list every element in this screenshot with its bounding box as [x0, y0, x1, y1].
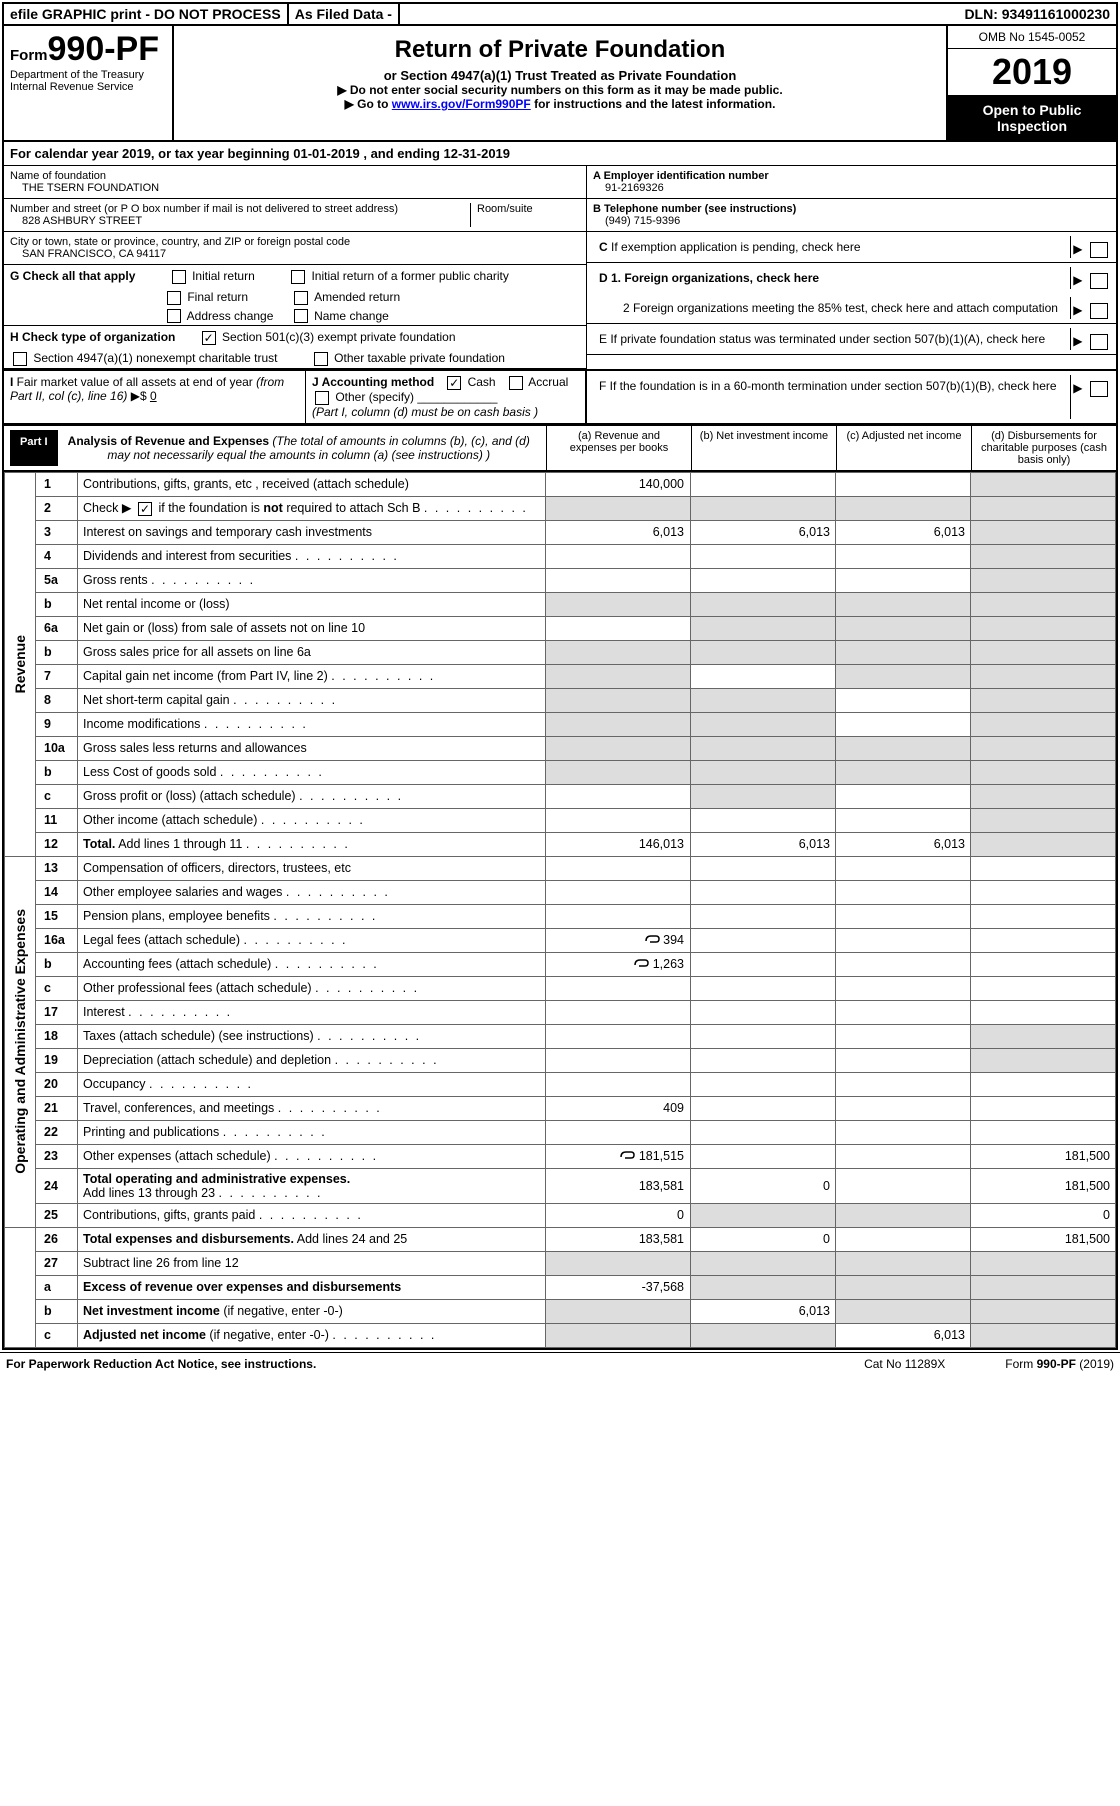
chk-initial-former[interactable]: [291, 270, 305, 284]
entity-info: Name of foundation THE TSERN FOUNDATION …: [4, 166, 1116, 371]
footer-catno: Cat No 11289X: [864, 1357, 945, 1371]
addr-label: Number and street (or P O box number if …: [10, 203, 470, 215]
f-label: F If the foundation is in a 60-month ter…: [593, 375, 1070, 419]
name-label: Name of foundation: [10, 170, 580, 182]
c-label: If exemption application is pending, che…: [611, 240, 861, 254]
chk-other-method[interactable]: [315, 391, 329, 405]
calendar-year-row: For calendar year 2019, or tax year begi…: [4, 142, 1116, 166]
d2-label: 2 Foreign organizations meeting the 85% …: [593, 297, 1070, 319]
part1-header-row: Part I Analysis of Revenue and Expenses …: [4, 425, 1116, 472]
part1-table: Revenue 1Contributions, gifts, grants, e…: [4, 472, 1116, 1348]
note-ssn: ▶ Do not enter social security numbers o…: [180, 83, 940, 97]
ein-value: 91-2169326: [593, 182, 1110, 194]
h-row: H Check type of organization ✓ Section 5…: [4, 326, 586, 349]
col-b-header: (b) Net investment income: [691, 426, 836, 470]
city-value: SAN FRANCISCO, CA 94117: [10, 248, 580, 260]
d1-label: D 1. Foreign organizations, check here: [593, 267, 1070, 289]
form-number: 990-PF: [48, 30, 160, 68]
title-row: Form990-PF Department of the Treasury In…: [4, 26, 1116, 142]
chk-f[interactable]: [1090, 381, 1108, 397]
page-footer: For Paperwork Reduction Act Notice, see …: [0, 1352, 1120, 1375]
chk-d2[interactable]: [1090, 303, 1108, 319]
ij-row: I Fair market value of all assets at end…: [4, 371, 1116, 425]
chk-other-taxable[interactable]: [314, 352, 328, 366]
foundation-name: THE TSERN FOUNDATION: [10, 182, 580, 194]
chk-501c3[interactable]: ✓: [202, 331, 216, 345]
year-end: 12-31-2019: [444, 146, 511, 161]
col-a-header: (a) Revenue and expenses per books: [546, 426, 691, 470]
col-c-header: (c) Adjusted net income: [836, 426, 971, 470]
footer-formref: Form 990-PF (2019): [1005, 1357, 1114, 1371]
chk-cash[interactable]: ✓: [447, 376, 461, 390]
open-public-badge: Open to Public Inspection: [948, 96, 1116, 140]
city-label: City or town, state or province, country…: [10, 236, 580, 248]
chk-initial[interactable]: [172, 270, 186, 284]
asfiled-label: As Filed Data -: [289, 4, 400, 24]
form-id-block: Form990-PF Department of the Treasury In…: [4, 26, 174, 140]
opex-sidelabel: Operating and Administrative Expenses: [10, 901, 30, 1182]
form-title: Return of Private Foundation: [180, 36, 940, 64]
tax-year: 2019: [948, 49, 1116, 96]
chk-d1[interactable]: [1090, 273, 1108, 289]
omb-label: OMB No 1545-0052: [948, 26, 1116, 49]
tel-label: B Telephone number (see instructions): [593, 203, 1110, 215]
footer-left: For Paperwork Reduction Act Notice, see …: [6, 1357, 316, 1371]
tel-value: (949) 715-9396: [593, 215, 1110, 227]
chk-e[interactable]: [1090, 334, 1108, 350]
form-word: Form: [10, 47, 48, 64]
part1-tag: Part I: [10, 430, 58, 466]
irs-label: Internal Revenue Service: [10, 81, 166, 93]
ein-label: A Employer identification number: [593, 170, 1110, 182]
revenue-sidelabel: Revenue: [10, 627, 30, 701]
chk-namechange[interactable]: [294, 309, 308, 323]
irs-link[interactable]: www.irs.gov/Form990PF: [392, 97, 531, 111]
form-990pf-page: efile GRAPHIC print - DO NOT PROCESS As …: [2, 2, 1118, 1350]
fmv-value: 0: [150, 389, 157, 403]
chk-addrchange[interactable]: [167, 309, 181, 323]
chk-c[interactable]: [1090, 242, 1108, 258]
attach-icon[interactable]: [644, 934, 660, 948]
attach-icon[interactable]: [619, 1150, 635, 1164]
col-d-header: (d) Disbursements for charitable purpose…: [971, 426, 1116, 470]
chk-amended[interactable]: [294, 291, 308, 305]
form-subtitle: or Section 4947(a)(1) Trust Treated as P…: [180, 68, 940, 83]
efile-header: efile GRAPHIC print - DO NOT PROCESS As …: [4, 4, 1116, 26]
title-center: Return of Private Foundation or Section …: [174, 26, 946, 140]
dept-label: Department of the Treasury: [10, 69, 166, 81]
efile-label: efile GRAPHIC print - DO NOT PROCESS: [4, 4, 289, 24]
e-label: E If private foundation status was termi…: [593, 328, 1070, 350]
year-begin: 01-01-2019: [293, 146, 360, 161]
addr-value: 828 ASHBURY STREET: [10, 215, 470, 227]
chk-accrual[interactable]: [509, 376, 523, 390]
g-row: G Check all that apply Initial return In…: [4, 265, 586, 288]
j-note: (Part I, column (d) must be on cash basi…: [312, 405, 538, 419]
dln-label: DLN: 93491161000230: [958, 4, 1116, 24]
chk-final[interactable]: [167, 291, 181, 305]
room-label: Room/suite: [477, 203, 580, 215]
note-link: ▶ Go to www.irs.gov/Form990PF for instru…: [180, 97, 940, 111]
attach-icon[interactable]: [633, 958, 649, 972]
chk-4947[interactable]: [13, 352, 27, 366]
title-right: OMB No 1545-0052 2019 Open to Public Ins…: [946, 26, 1116, 140]
